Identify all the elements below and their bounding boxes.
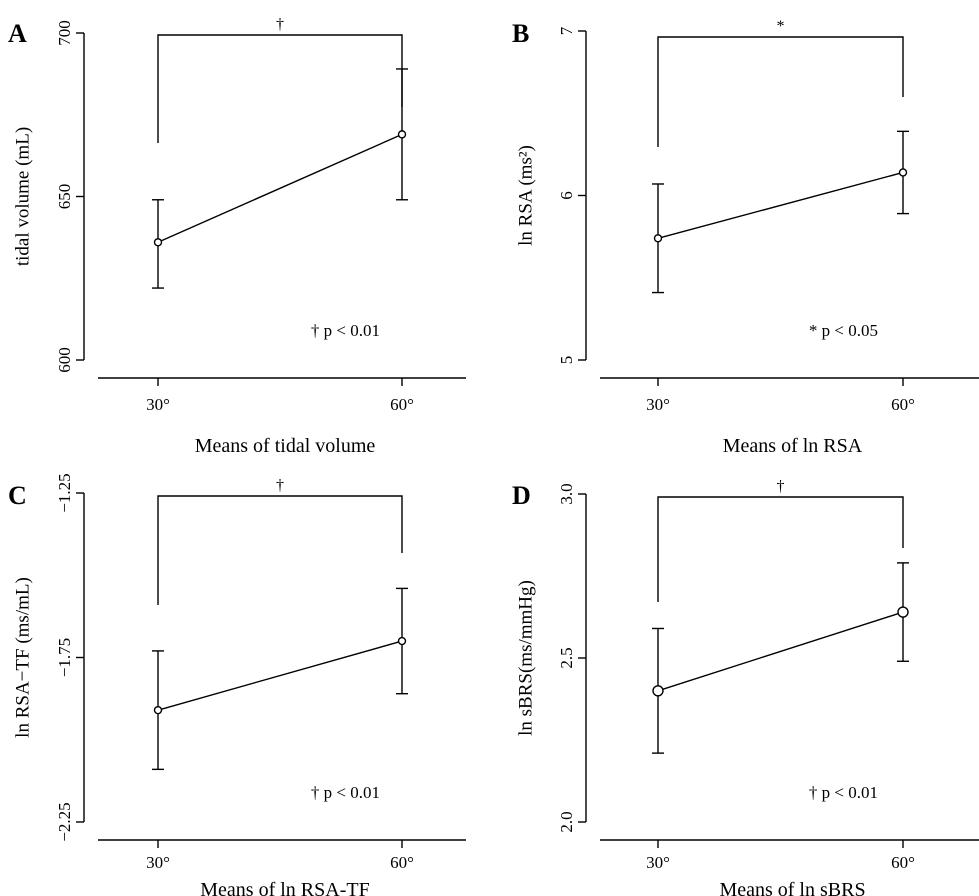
- data-point: [153, 238, 163, 247]
- data-point: [898, 168, 908, 177]
- panel-letter: D: [512, 481, 531, 510]
- y-axis-title: ln RSA−TF (ms/mL): [12, 577, 33, 738]
- x-tick-label: 60°: [891, 853, 915, 872]
- y-tick-label: 600: [55, 347, 74, 373]
- y-tick-label: 2.5: [557, 647, 576, 668]
- x-axis-title: Means of tidal volume: [195, 435, 376, 457]
- y-tick-label: 3.0: [557, 483, 576, 504]
- panel-a: A 600 650 700 tidal volume (mL) 30° 60° Means o…: [8, 16, 466, 457]
- p-value-annotation: † p < 0.01: [311, 321, 380, 340]
- p-value-annotation: † p < 0.01: [809, 783, 878, 802]
- panel-c: C −2.25 −1.75 −1.25 ln RSA−TF (ms/mL) 30° 60° M…: [8, 473, 466, 896]
- series-line: [657, 171, 904, 239]
- x-tick-label: 60°: [390, 395, 414, 414]
- y-tick-label: 6: [557, 191, 576, 200]
- x-tick-label: 30°: [646, 395, 670, 414]
- y-axis-title: ln RSA (ms²): [515, 145, 536, 246]
- x-tick-label: 30°: [146, 395, 170, 414]
- significance-marker: *: [777, 18, 785, 35]
- data-point: [653, 234, 663, 243]
- y-tick-label: 2.0: [557, 811, 576, 832]
- significance-bracket: [657, 496, 904, 602]
- series-line: [157, 133, 403, 243]
- data-point: [397, 636, 407, 646]
- y-tick-label: 700: [55, 20, 74, 46]
- y-tick-label: −1.25: [55, 473, 74, 512]
- significance-bracket: [657, 36, 904, 147]
- panel-letter: A: [8, 19, 27, 48]
- y-axis-title: tidal volume (mL): [12, 127, 33, 266]
- y-tick-label: −2.25: [55, 802, 74, 841]
- y-tick-label: 650: [55, 184, 74, 210]
- p-value-annotation: * p < 0.05: [809, 321, 878, 340]
- x-tick-label: 60°: [390, 853, 414, 872]
- significance-bracket: [157, 34, 403, 143]
- data-point: [153, 705, 163, 715]
- panel-letter: B: [512, 19, 529, 48]
- significance-marker: †: [276, 477, 284, 494]
- y-tick-label: 7: [557, 26, 576, 35]
- x-axis-title: Means of ln sBRS: [719, 879, 865, 896]
- x-tick-label: 30°: [146, 853, 170, 872]
- data-point: [397, 130, 407, 139]
- data-point: [652, 685, 664, 697]
- series-line: [657, 611, 904, 692]
- significance-marker: †: [276, 16, 284, 33]
- significance-bracket: [157, 495, 403, 605]
- series-line: [157, 640, 403, 711]
- panel-letter: C: [8, 481, 27, 510]
- y-tick-label: −1.75: [55, 638, 74, 677]
- p-value-annotation: † p < 0.01: [311, 783, 380, 802]
- x-axis-title: Means of ln RSA-TF: [200, 879, 369, 896]
- x-tick-label: 30°: [646, 853, 670, 872]
- y-tick-label: 5: [557, 356, 576, 365]
- significance-marker: †: [777, 478, 785, 495]
- panel-d: D 2.0 2.5 3.0 ln sBRS(ms/mmHg) 30° 60° Means of…: [512, 478, 979, 896]
- panel-b: B 5 6 7 ln RSA (ms²) 30° 60° Means of ln RSA * * …: [512, 18, 979, 457]
- data-point: [897, 606, 909, 618]
- x-axis-title: Means of ln RSA: [723, 435, 863, 457]
- y-axis-title: ln sBRS(ms/mmHg): [515, 580, 536, 736]
- x-tick-label: 60°: [891, 395, 915, 414]
